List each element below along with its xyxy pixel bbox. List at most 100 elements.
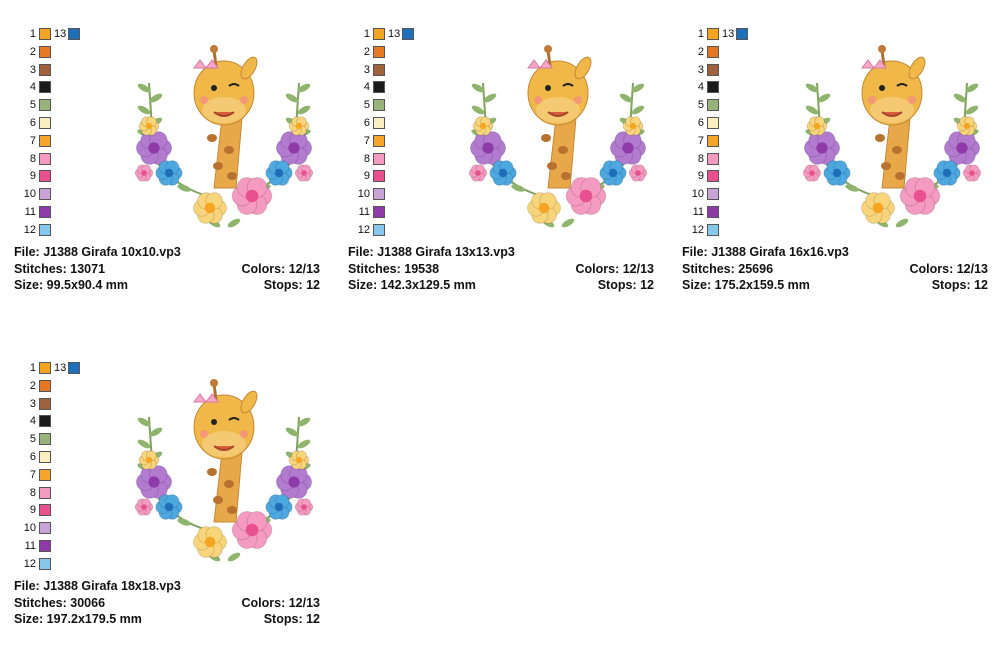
palette-row: 10 [682,186,719,202]
size-value: 142.3x129.5 mm [380,278,476,292]
color-swatch [373,206,385,218]
color-number: 12 [23,557,36,570]
giraffe-horn-tip [878,45,886,53]
color-swatch [39,522,51,535]
palette-row: 5 [14,431,51,447]
giraffe-eye-right [896,83,908,87]
color-swatch [707,117,719,129]
leaf-shape [297,439,311,449]
palette-row: 5 [14,97,51,113]
stitches-line: Stitches: 25696 [682,261,773,278]
leaf-shape [137,439,151,449]
flower-purple-left [469,131,507,165]
palette-row: 7 [348,133,385,149]
crown-shape [861,59,887,69]
palette-row: 12 [348,222,385,238]
flower-blue-left [155,494,183,520]
color-number: 2 [697,45,704,58]
palette-row: 4 [14,79,51,95]
design-card: 1 13 2 3 4 5 6 7 8 9 10 11 12 File: J1388 Girafa 10x… [14,26,334,336]
crown-shape [527,59,553,69]
leaf-shape [561,218,575,228]
file-line: File: J1388 Girafa 16x16.vp3 [682,244,849,261]
palette-row: 1 13 [682,26,749,42]
color-swatch [373,81,385,94]
giraffe-muzzle [536,97,580,123]
stops-value: 12 [306,278,320,292]
palette-row: 2 [348,44,385,60]
color-number: 8 [697,152,704,165]
color-number: 8 [29,486,36,499]
colors-label: Colors: [241,595,286,610]
color-swatch [707,188,719,201]
palette-row: 1 13 [14,26,81,42]
giraffe-cheek [868,96,876,104]
leaf-shape [227,552,241,562]
size-line: Size: 99.5x90.4 mm [14,277,128,294]
stitches-line: Stitches: 19538 [348,261,439,278]
file-name: J1388 Girafa 16x16.vp3 [711,245,849,259]
color-swatch [707,170,719,183]
giraffe-muzzle [870,97,914,123]
leaf-shape [471,83,485,93]
stops-label: Stops: [263,278,303,292]
flower-yellow-small-right [622,116,644,136]
palette-row: 8 [682,151,719,167]
stops-value: 12 [974,278,988,292]
palette-row: 2 [14,378,51,394]
color-swatch [736,28,749,40]
leaf-shape [149,427,163,437]
giraffe-cheek [200,430,208,438]
palette-row: 11 [682,204,719,220]
giraffe-spot [207,468,217,476]
color-number: 11 [692,206,704,218]
flower-yellow-small-right [288,116,310,136]
giraffe-mouth [213,111,235,117]
giraffe-muzzle [202,431,246,457]
giraffe-spot [224,480,234,488]
color-swatch [373,117,385,129]
colors-value: 12/13 [288,261,320,276]
color-number: 5 [363,99,370,112]
flower-purple-left [803,131,841,165]
color-number: 9 [697,170,704,183]
giraffe-cheek [534,96,542,104]
color-swatch [707,134,719,147]
color-swatch [373,134,385,147]
file-label: File: [348,245,374,259]
giraffe-mouth [213,445,235,451]
giraffe-spot [207,134,217,142]
color-number: 10 [357,188,370,201]
stops-label: Stops: [597,278,637,292]
giraffe-spot [547,162,557,170]
giraffe-eye-left [211,85,217,91]
file-label: File: [14,245,40,259]
colors-line: Colors: 12/13 [241,261,320,278]
flower-blue-right [265,494,293,520]
color-swatch [39,81,51,94]
flower-purple-left [135,131,173,165]
giraffe-eye-left [211,419,217,425]
flower-pink-large [231,177,273,215]
giraffe-spot [875,134,885,142]
color-number: 6 [363,117,370,129]
color-number: 9 [29,504,36,517]
palette-row: 2 [14,44,51,60]
color-swatch [402,28,415,40]
flower-purple-right [275,131,313,165]
leaf-shape [805,83,819,93]
embroidery-preview [468,45,648,228]
color-swatch [39,134,51,147]
color-number: 10 [23,522,36,535]
flower-yellow-small-left [472,116,494,136]
colors-line: Colors: 12/13 [909,261,988,278]
giraffe-eye-left [545,85,551,91]
color-swatch [707,223,719,236]
flower-blue-left [823,160,851,186]
giraffe-cheek [200,96,208,104]
palette-row: 5 [348,97,385,113]
color-swatch [39,170,51,183]
flower-yellow-small-left [138,116,160,136]
giraffe-spot [541,134,551,142]
palette-row: 9 [682,168,719,184]
